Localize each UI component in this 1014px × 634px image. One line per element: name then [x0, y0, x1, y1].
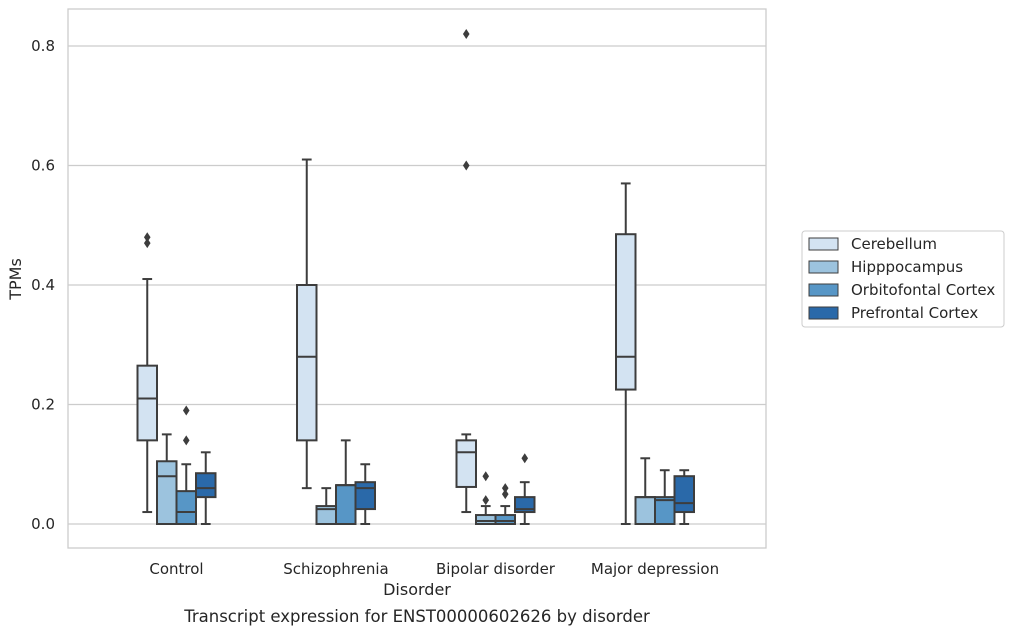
outlier-point: [462, 160, 470, 171]
legend-frame: [801, 230, 1005, 328]
box: [494, 514, 516, 525]
y-tick-label: 0.0: [31, 515, 55, 533]
legend-swatch: [808, 237, 839, 251]
box: [156, 460, 178, 526]
outlier-point: [501, 489, 509, 500]
y-axis-title: TPMs: [6, 258, 25, 301]
y-tick-label: 0.6: [31, 157, 55, 175]
box: [335, 484, 357, 526]
legend-label: Cerebellum: [851, 235, 937, 253]
box-group: [494, 483, 516, 525]
outlier-point: [482, 471, 490, 482]
outlier-point: [501, 483, 509, 494]
y-tick-label: 0.2: [31, 396, 55, 414]
box-group: [475, 471, 497, 525]
box: [195, 472, 217, 499]
box-group: [455, 29, 477, 514]
box-group: [136, 232, 158, 514]
box-group: [315, 487, 337, 526]
legend-label: Orbitofontal Cortex: [851, 281, 995, 299]
box-group: [615, 182, 637, 525]
outlier-point: [182, 405, 190, 416]
box: [654, 496, 676, 525]
box: [175, 490, 197, 526]
legend: Cerebellum Hipppocampus Orbitofontal Corte…: [801, 230, 1005, 328]
outlier-point: [462, 29, 470, 40]
box-group: [354, 463, 376, 525]
x-tick-label: Control: [149, 560, 203, 578]
box: [354, 481, 376, 511]
legend-swatch: [808, 306, 839, 320]
box: [634, 496, 656, 525]
x-ticks: Control Schizophrenia Bipolar disorder Majo…: [149, 560, 719, 578]
legend-label: Hipppocampus: [851, 258, 963, 276]
box: [136, 364, 158, 442]
outlier-point: [182, 435, 190, 446]
legend-swatch: [808, 260, 839, 274]
box: [475, 514, 497, 525]
outlier-point: [482, 495, 490, 506]
box-group: [195, 451, 217, 525]
box-group: [514, 453, 536, 525]
x-axis-title: Disorder: [383, 580, 451, 599]
box: [673, 475, 695, 514]
chart-caption: Transcript expression for ENST0000060262…: [183, 607, 650, 626]
box-group: [296, 158, 318, 490]
y-tick-label: 0.4: [31, 276, 55, 294]
plot-frame: [67, 8, 767, 549]
box: [455, 439, 477, 488]
boxes: [136, 29, 695, 526]
box-group: [175, 405, 197, 526]
x-tick-label: Bipolar disorder: [436, 560, 556, 578]
outlier-point: [143, 232, 151, 243]
legend-swatch: [808, 283, 839, 297]
box: [296, 284, 318, 442]
box-group: [634, 457, 656, 525]
y-tick-label: 0.8: [31, 37, 55, 55]
y-ticks: 0.0 0.2 0.4 0.6 0.8: [31, 37, 55, 533]
outlier-point: [521, 453, 529, 464]
outlier-point: [143, 238, 151, 249]
x-tick-label: Schizophrenia: [283, 560, 388, 578]
box: [615, 233, 637, 391]
box-group: [673, 469, 695, 525]
legend-label: Prefrontal Cortex: [851, 304, 978, 322]
x-tick-label: Major depression: [591, 560, 719, 578]
